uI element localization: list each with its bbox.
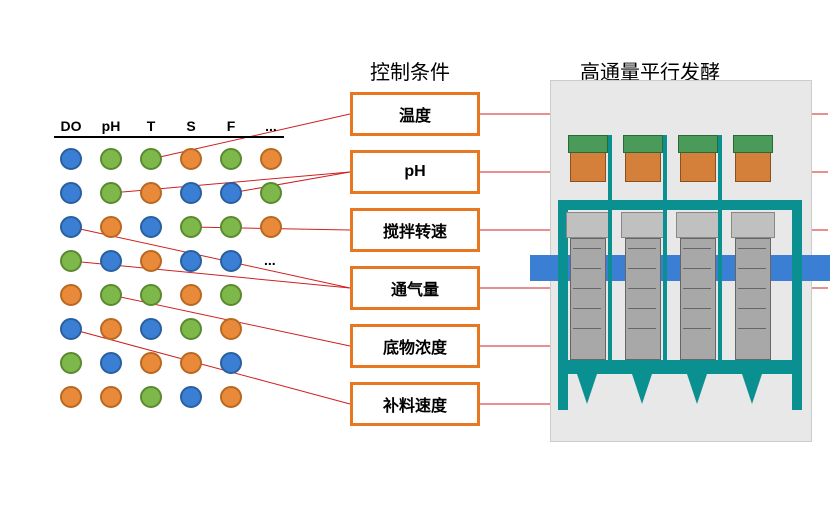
fermenter-cap [568,135,608,153]
fermenter-cap [678,135,718,153]
matrix-dot [220,148,242,170]
fermenter-top [735,150,771,182]
matrix-dot [140,250,162,272]
fermenter-body [570,238,606,360]
matrix-dot [100,318,122,340]
matrix-dot [180,250,202,272]
matrix-dot [60,148,82,170]
matrix-dot [60,318,82,340]
matrix-dot [140,318,162,340]
matrix-dot [260,216,282,238]
matrix-dot [260,182,282,204]
fermenter-mid [566,212,610,238]
matrix-dot [180,148,202,170]
fermenter-cone [632,374,652,404]
matrix-header: pH [96,118,126,134]
fermenter-top [570,150,606,182]
matrix-dot [180,352,202,374]
matrix-header: ... [256,118,286,134]
fermenter-mid [676,212,720,238]
matrix-dot [100,284,122,306]
matrix-dot [100,216,122,238]
matrix-dot [220,352,242,374]
machine-frame-leg [792,200,802,410]
matrix-dot [60,386,82,408]
matrix-dot [220,318,242,340]
control-box: 温度 [350,92,480,136]
control-box: 搅拌转速 [350,208,480,252]
matrix-header: T [136,118,166,134]
fermenter-mid [621,212,665,238]
matrix-dot [100,182,122,204]
matrix-dot [60,284,82,306]
matrix-dot [100,352,122,374]
machine-frame-base [558,360,802,374]
matrix-dot [100,386,122,408]
matrix-dot [60,352,82,374]
fermenter-top [625,150,661,182]
fermenter-cone [742,374,762,404]
matrix-dot [220,284,242,306]
fermenter-cone [577,374,597,404]
diagram-canvas: 控制条件 高通量平行发酵 DOpHTSF...... 温度pH搅拌转速通气量底物… [0,0,840,520]
matrix-dot [220,182,242,204]
matrix-dot [180,182,202,204]
control-box: 通气量 [350,266,480,310]
matrix-dot [220,216,242,238]
matrix-ellipsis: ... [264,252,276,268]
matrix-header-line [54,136,284,138]
matrix-dot [180,386,202,408]
fermenter-cap [623,135,663,153]
matrix-dot [180,318,202,340]
matrix-dot [60,250,82,272]
fermenter-body [625,238,661,360]
fermenter-body [735,238,771,360]
matrix-header: F [216,118,246,134]
matrix-dot [60,182,82,204]
machine-divider [663,135,667,365]
control-box: pH [350,150,480,194]
matrix-dot [180,216,202,238]
matrix-header: DO [56,118,86,134]
machine-divider [718,135,722,365]
matrix-dot [260,148,282,170]
fermenter-cap [733,135,773,153]
fermenter-top [680,150,716,182]
matrix-dot [220,250,242,272]
matrix-dot [140,182,162,204]
machine-divider [608,135,612,365]
matrix-dot [140,352,162,374]
matrix-dot [100,250,122,272]
fermenter-body [680,238,716,360]
matrix-dot [140,216,162,238]
title-center: 控制条件 [370,56,450,85]
matrix-dot [60,216,82,238]
matrix-dot [140,148,162,170]
matrix-dot [140,386,162,408]
machine-frame-bar [558,200,802,210]
fermenter-cone [687,374,707,404]
matrix-dot [220,386,242,408]
control-box: 补料速度 [350,382,480,426]
matrix-header: S [176,118,206,134]
fermenter-mid [731,212,775,238]
control-box: 底物浓度 [350,324,480,368]
matrix-dot [100,148,122,170]
matrix-dot [140,284,162,306]
matrix-dot [180,284,202,306]
